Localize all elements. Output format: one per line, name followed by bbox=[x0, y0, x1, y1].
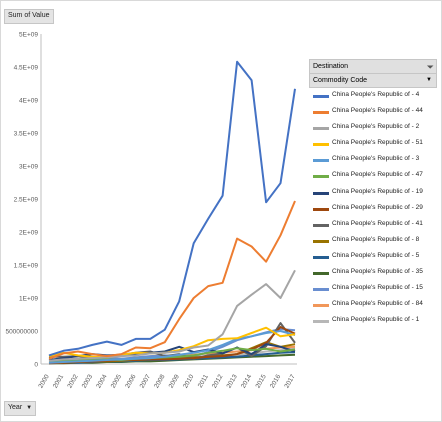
legend-swatch bbox=[313, 304, 329, 308]
x-tick-label: 2008 bbox=[153, 373, 166, 389]
legend-label: China People's Republic of - 8 bbox=[332, 235, 420, 243]
legend-label: China People's Republic of - 19 bbox=[332, 187, 423, 195]
x-tick-label: 2005 bbox=[110, 373, 123, 389]
legend-label: China People's Republic of - 51 bbox=[332, 139, 423, 147]
legend-label: China People's Republic of - 2 bbox=[332, 123, 420, 131]
commodity-code-label: Commodity Code bbox=[313, 77, 368, 84]
legend-swatch bbox=[313, 175, 329, 179]
legend-swatch bbox=[313, 255, 329, 259]
x-tick-label: 2000 bbox=[37, 373, 50, 389]
legend-swatch bbox=[313, 111, 329, 115]
year-field-button[interactable]: Year ▼ bbox=[4, 401, 37, 416]
dropdown-arrow-icon[interactable]: ▼ bbox=[26, 405, 33, 411]
legend-swatch bbox=[313, 207, 329, 211]
legend-label: China People's Republic of - 47 bbox=[332, 171, 423, 179]
legend-item[interactable]: China People's Republic of - 35 bbox=[309, 265, 437, 281]
legend-item[interactable]: China People's Republic of - 29 bbox=[309, 201, 437, 217]
x-tick-label: 2001 bbox=[52, 373, 65, 389]
x-tick-label: 2010 bbox=[182, 373, 195, 389]
legend-label: China People's Republic of - 3 bbox=[332, 155, 420, 163]
x-tick-label: 2017 bbox=[283, 373, 296, 389]
year-field-label: Year bbox=[8, 404, 23, 411]
legend-label: China People's Republic of - 15 bbox=[332, 284, 423, 292]
x-tick-label: 2009 bbox=[168, 373, 181, 389]
chart-axes bbox=[40, 34, 297, 365]
x-tick-label: 2003 bbox=[81, 373, 94, 389]
x-tick-label: 2007 bbox=[139, 373, 152, 389]
legend-swatch bbox=[313, 288, 329, 292]
y-tick-label: 0 bbox=[34, 362, 38, 369]
legend-swatch bbox=[313, 143, 329, 147]
legend-label: China People's Republic of - 44 bbox=[332, 107, 423, 115]
series-lines bbox=[48, 60, 296, 365]
y-tick-label: 4.5E+09 bbox=[14, 65, 39, 72]
series-line bbox=[48, 330, 296, 364]
legend-swatch bbox=[313, 223, 329, 227]
y-tick-label: 3.5E+09 bbox=[14, 131, 39, 138]
destination-field-button[interactable]: Destination ⏷ bbox=[309, 59, 437, 74]
legend-item[interactable]: China People's Republic of - 47 bbox=[309, 168, 437, 184]
legend-swatch bbox=[313, 159, 329, 163]
legend-label: China People's Republic of - 29 bbox=[332, 203, 423, 211]
legend-item[interactable]: China People's Republic of - 2 bbox=[309, 120, 437, 136]
y-tick-label: 1E+09 bbox=[19, 296, 38, 303]
destination-label: Destination bbox=[313, 63, 349, 70]
legend-item[interactable]: China People's Republic of - 51 bbox=[309, 136, 437, 152]
x-tick-label: 2015 bbox=[254, 373, 267, 389]
x-tick-label: 2004 bbox=[95, 373, 108, 389]
legend-item[interactable]: China People's Republic of - 5 bbox=[309, 249, 437, 265]
x-tick-label: 2014 bbox=[240, 373, 253, 389]
y-tick-label: 4E+09 bbox=[19, 98, 38, 105]
legend-item[interactable]: China People's Republic of - 19 bbox=[309, 185, 437, 201]
legend-item[interactable]: China People's Republic of - 44 bbox=[309, 104, 437, 120]
legend-swatch bbox=[313, 239, 329, 243]
x-tick-label: 2013 bbox=[226, 373, 239, 389]
legend-label: China People's Republic of - 5 bbox=[332, 251, 420, 259]
x-tick-label: 2016 bbox=[269, 373, 282, 389]
y-tick-label: 2.5E+09 bbox=[14, 197, 39, 204]
legend-item[interactable]: China People's Republic of - 15 bbox=[309, 281, 437, 297]
legend: Destination ⏷ Commodity Code ▼ China Peo… bbox=[309, 59, 437, 329]
legend-swatch bbox=[313, 191, 329, 195]
legend-swatch bbox=[313, 272, 329, 276]
legend-label: China People's Republic of - 41 bbox=[332, 219, 423, 227]
y-tick-label: 3E+09 bbox=[19, 164, 38, 171]
value-field-label: Sum of Value bbox=[8, 12, 50, 19]
legend-label: China People's Republic of - 1 bbox=[332, 316, 420, 324]
legend-swatch bbox=[313, 95, 329, 98]
legend-items: China People's Republic of - 4 China Peop… bbox=[309, 88, 437, 329]
x-tick-label: 2012 bbox=[211, 373, 224, 389]
legend-item[interactable]: China People's Republic of - 41 bbox=[309, 217, 437, 233]
x-tick-label: 2006 bbox=[124, 373, 137, 389]
commodity-code-field-button[interactable]: Commodity Code ▼ bbox=[309, 74, 437, 88]
legend-item[interactable]: China People's Republic of - 3 bbox=[309, 152, 437, 168]
x-tick-label: 2011 bbox=[197, 373, 210, 389]
sum-of-value-field-button[interactable]: Sum of Value bbox=[4, 9, 54, 24]
legend-label: China People's Republic of - 35 bbox=[332, 268, 423, 276]
y-tick-label: 500000000 bbox=[5, 329, 38, 336]
x-tick-label: 2002 bbox=[66, 373, 79, 389]
y-tick-label: 2E+09 bbox=[19, 230, 38, 237]
funnel-filter-icon[interactable]: ⏷ bbox=[426, 62, 434, 72]
legend-item[interactable]: China People's Republic of - 4 bbox=[309, 88, 437, 104]
legend-item[interactable]: China People's Republic of - 1 bbox=[309, 313, 437, 329]
legend-item[interactable]: China People's Republic of - 84 bbox=[309, 297, 437, 313]
legend-label: China People's Republic of - 84 bbox=[332, 300, 423, 308]
y-tick-label: 1.5E+09 bbox=[14, 263, 39, 270]
series-line bbox=[48, 60, 296, 357]
y-tick-label: 5E+09 bbox=[19, 32, 38, 39]
legend-label: China People's Republic of - 4 bbox=[332, 91, 420, 98]
legend-swatch bbox=[313, 127, 329, 131]
series-line bbox=[48, 269, 296, 362]
dropdown-arrow-icon[interactable]: ▼ bbox=[426, 77, 432, 83]
series-line bbox=[48, 200, 296, 360]
legend-swatch bbox=[313, 320, 329, 324]
legend-item[interactable]: China People's Republic of - 8 bbox=[309, 233, 437, 249]
